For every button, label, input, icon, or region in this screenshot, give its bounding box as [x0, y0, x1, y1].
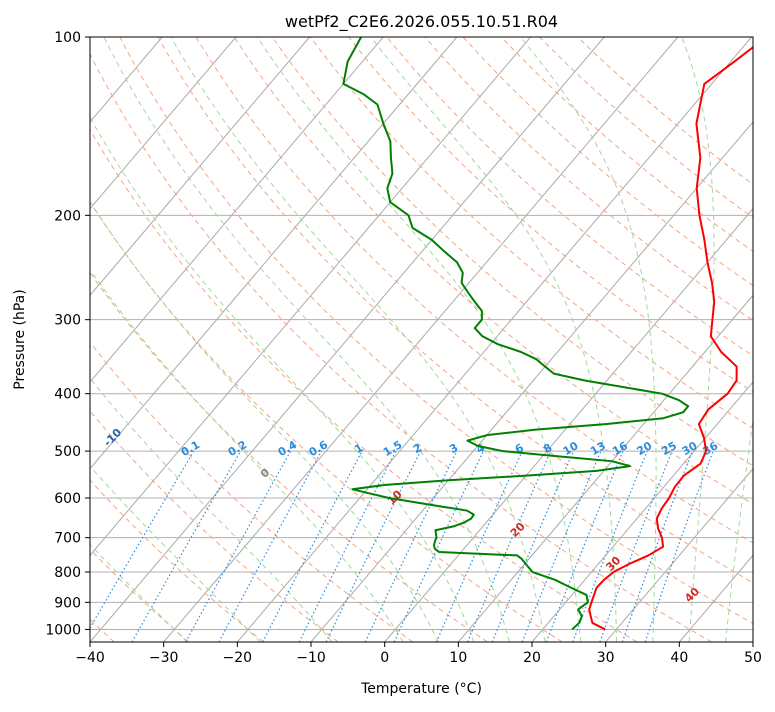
dry-adiabat-170: [577, 37, 753, 185]
y-tick-label: 500: [54, 444, 81, 460]
dry-adiabat-0: [90, 341, 414, 642]
moist-adiabats: [90, 37, 753, 642]
sounding-profiles: [342, 37, 753, 631]
y-tick-label: 300: [54, 313, 81, 329]
mixing-ratio-line-6: [435, 450, 523, 642]
y-axis-label: Pressure (hPa): [12, 289, 28, 389]
isotherm--60: [90, 37, 458, 470]
moist-adiabat--20: [90, 465, 261, 642]
dry-adiabat-20: [90, 201, 563, 642]
isotherm-10: [457, 294, 753, 642]
y-tick-label: 200: [54, 208, 81, 224]
mixing-ratio-line-8: [466, 450, 552, 642]
y-tick-label: 1000: [45, 622, 81, 638]
moist-adiabat-10: [90, 116, 475, 642]
y-axis-ticks: 100 200 300 400 500 600 700 800 900 1000: [45, 30, 90, 638]
x-tick-label: 20: [523, 650, 541, 666]
mixing-ratio-line-25: [599, 450, 673, 642]
isotherm--20: [236, 37, 752, 642]
x-tick-label: 50: [744, 650, 762, 666]
moist-adiabat--10: [90, 377, 333, 642]
moist-adiabat-30: [370, 37, 618, 642]
y-tick-label: 400: [54, 387, 81, 403]
y-tick-label: 900: [54, 595, 81, 611]
mixing-ratio-line-16: [545, 450, 624, 642]
x-tick-label: −10: [296, 650, 326, 666]
x-tick-label: −20: [223, 650, 253, 666]
mixing-ratio-line-0.6: [218, 450, 322, 642]
dewpoint-profile: [342, 37, 690, 631]
isotherm-20: [531, 381, 753, 642]
moist-adiabat-35: [520, 37, 657, 642]
isotherm--90: [90, 37, 237, 210]
chart-title: wetPf2_C2E6.2026.055.10.51.R04: [285, 12, 558, 32]
x-tick-label: 10: [449, 650, 467, 666]
dry-adiabat-40: [90, 53, 712, 642]
plot-area: [90, 37, 753, 642]
y-tick-label: 100: [54, 30, 81, 46]
moist-adiabat-45: [725, 416, 753, 642]
moist-adiabat-0: [90, 268, 404, 642]
dry-adiabat-60: [157, 37, 753, 584]
x-tick-label: 30: [597, 650, 615, 666]
dry-adiabat-50: [119, 37, 753, 625]
y-tick-label: 800: [54, 565, 81, 581]
x-tick-label: 40: [670, 650, 688, 666]
temperature-profile: [588, 45, 753, 631]
mixing-ratio-line-30: [621, 450, 693, 642]
isotherm--70: [90, 37, 384, 383]
x-tick-label: −30: [149, 650, 179, 666]
y-tick-label: 600: [54, 491, 81, 507]
x-tick-label: −40: [75, 650, 105, 666]
plot-frame: [89, 36, 754, 643]
isotherm--50: [90, 37, 531, 557]
pressure-grid: [90, 37, 753, 630]
moist-adiabat-40: [681, 37, 715, 642]
isotherm--80: [90, 37, 310, 297]
dry-adiabat-70: [195, 37, 753, 544]
mixing-ratio-line-2: [325, 450, 422, 642]
isotherm-0: [384, 207, 753, 642]
mixing-ratio-line-36: [644, 450, 714, 642]
moist-adiabat-25: [256, 37, 582, 642]
isotherms: [90, 37, 753, 642]
isotherm--40: [90, 37, 605, 642]
x-tick-label: 0: [380, 650, 389, 666]
mixing-ratio-line-0.4: [185, 450, 292, 642]
isotherm-30: [605, 467, 753, 642]
moist-adiabat-20: [170, 37, 546, 642]
isotherm--10: [310, 121, 753, 642]
moist-adiabat-5: [90, 200, 439, 642]
dry-adiabat-30: [90, 128, 638, 642]
x-axis-ticks: −40 −30 −20 −10 0 10 20 30 40 50: [75, 642, 762, 666]
y-tick-label: 700: [54, 531, 81, 547]
x-axis-label: Temperature (°C): [360, 681, 482, 697]
mixing-ratio-line-13: [521, 450, 602, 642]
